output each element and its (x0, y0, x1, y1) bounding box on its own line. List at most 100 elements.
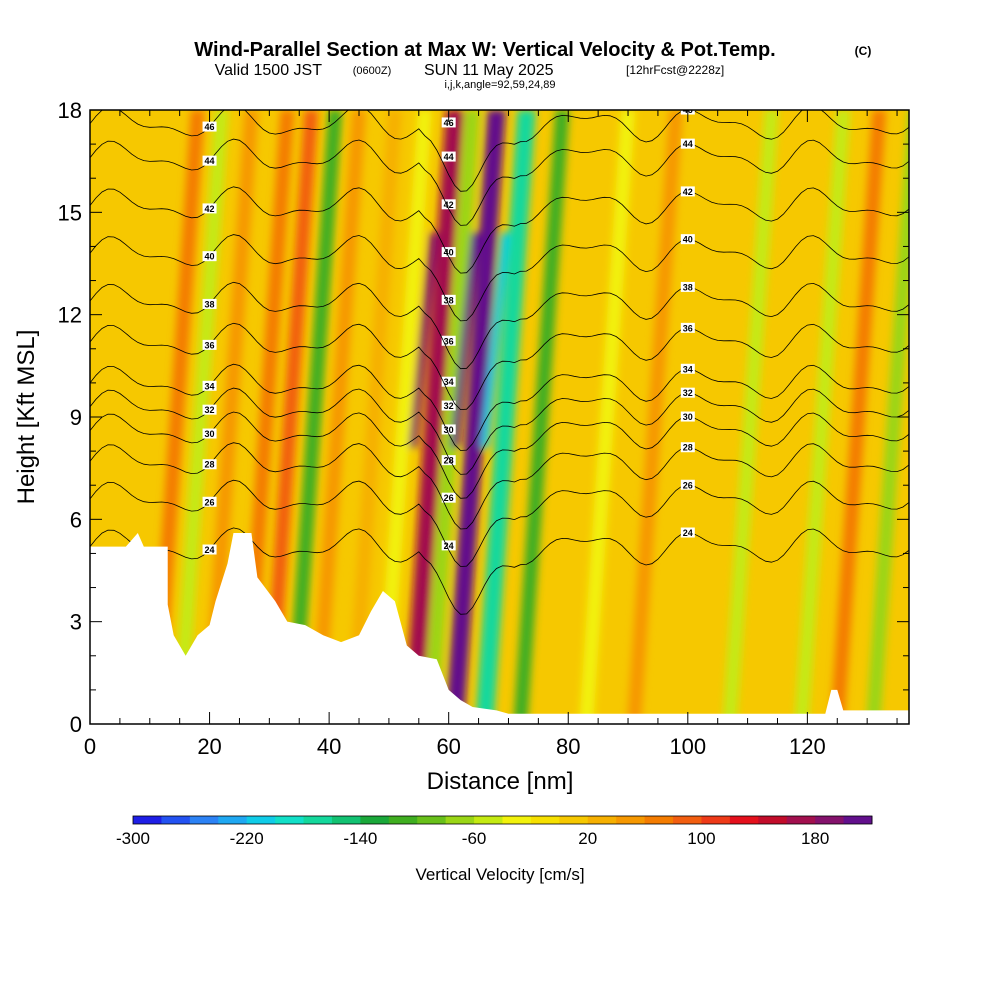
theta-contour-label: 42 (444, 200, 454, 210)
theta-contour-label: 24 (205, 545, 215, 555)
theta-contour-label: 32 (683, 388, 693, 398)
colorbar-tick-label: -60 (462, 829, 487, 848)
velocity-core (408, 232, 438, 448)
theta-contour-label: 32 (444, 401, 454, 411)
velocity-band (286, 110, 343, 724)
theta-label-bg (202, 428, 217, 439)
y-tick-label: 0 (70, 712, 82, 737)
theta-label-bg (680, 322, 695, 333)
colorbar-swatch (161, 816, 191, 824)
theta-contour-label: 30 (205, 429, 215, 439)
theta-label-bg (202, 298, 217, 309)
theta-contour-44 (90, 138, 909, 226)
colorbar-swatch (246, 816, 276, 824)
x-tick-label: 20 (197, 734, 221, 759)
theta-label-bg (680, 442, 695, 453)
velocity-band (375, 110, 432, 724)
colorbar-swatch (786, 816, 816, 824)
chart-subtitle: Valid 1500 JST (0600Z) SUN 11 May 2025 [… (215, 62, 725, 79)
velocity-band (513, 110, 570, 724)
colorbar-swatch (502, 816, 532, 824)
chart-title-mark: (C) (855, 44, 872, 58)
colorbar-swatch (559, 816, 589, 824)
colorbar-tick-label: -220 (230, 829, 264, 848)
theta-label-bg (202, 544, 217, 555)
theta-contour-label: 44 (444, 152, 454, 162)
theta-label-bg (202, 380, 217, 391)
velocity-band (403, 110, 464, 724)
theta-contour-label: 24 (444, 541, 454, 551)
theta-contour-label: 34 (205, 381, 215, 391)
subtitle-forecast: [12hrFcst@2228z] (626, 63, 724, 77)
theta-label-bg (680, 527, 695, 538)
y-tick-label: 15 (58, 200, 82, 225)
y-tick-label: 18 (58, 98, 82, 123)
theta-label-bg (441, 247, 456, 258)
colorbar-swatch (388, 816, 418, 824)
y-axis-label: Height [Kft MSL] (13, 330, 40, 505)
theta-label-bg (202, 496, 217, 507)
colorbar-tick-label: 180 (801, 829, 829, 848)
theta-contour-46 (90, 110, 909, 192)
theta-contour-30 (90, 411, 909, 499)
theta-label-bg (202, 121, 217, 132)
x-axis: 0 20 40 60 80 100 120 (84, 110, 898, 759)
theta-label-bg (680, 363, 695, 374)
theta-contour-label: 26 (444, 493, 454, 503)
velocity-band (794, 110, 851, 724)
colorbar-frame (132, 815, 873, 825)
theta-label-bg (202, 251, 217, 262)
velocity-band (866, 110, 909, 724)
theta-contour-label: 34 (444, 377, 454, 387)
x-tick-label: 80 (556, 734, 580, 759)
theta-label-bg (441, 199, 456, 210)
colorbar-swatch (644, 816, 674, 824)
theta-label-bg (441, 400, 456, 411)
subtitle-utc: (0600Z) (353, 65, 392, 77)
theta-contour-label: 46 (444, 118, 454, 128)
colorbar: -300 -220 -140 -60 20 100 180 (116, 815, 873, 848)
theta-contour-label: 26 (683, 480, 693, 490)
colorbar-swatch (673, 816, 702, 824)
velocity-band (475, 110, 536, 724)
theta-contour-36 (90, 322, 909, 411)
velocity-band (310, 110, 367, 724)
colorbar-swatch (530, 816, 560, 824)
theta-contour-label: 36 (444, 336, 454, 346)
theta-contour-label: 44 (683, 139, 693, 149)
colorbar-swatch (843, 816, 873, 824)
theta-label-bg (441, 376, 456, 387)
x-tick-label: 40 (317, 734, 341, 759)
theta-contour-label: 28 (683, 443, 693, 453)
theta-label-bg (441, 492, 456, 503)
velocity-band (722, 110, 779, 724)
x-tick-label: 0 (84, 734, 96, 759)
velocity-band (445, 110, 506, 724)
velocity-band (579, 110, 636, 724)
theta-label-bg (441, 117, 456, 128)
colorbar-swatch (815, 816, 845, 824)
colorbar-swatch (331, 816, 361, 824)
theta-contour-label: 28 (444, 456, 454, 466)
potential-temperature-contours: 24 24 24 26 26 26 28 28 28 30 30 30 32 32 32 34 34 34 36 36… (90, 110, 909, 615)
colorbar-swatch (417, 816, 447, 824)
subtitle-date: SUN 11 May 2025 (424, 62, 554, 79)
colorbar-swatch (587, 816, 617, 824)
colorbar-swatch (758, 816, 788, 824)
theta-contour-32 (90, 387, 909, 475)
colorbar-swatch (701, 816, 731, 824)
velocity-core (450, 232, 480, 448)
x-tick-label: 120 (789, 734, 826, 759)
theta-label-bg (202, 339, 217, 350)
theta-contour-label: 24 (683, 528, 693, 538)
colorbar-swatch (218, 816, 248, 824)
vertical-velocity-field (148, 110, 909, 724)
theta-label-bg (441, 294, 456, 305)
colorbar-swatch (445, 816, 475, 824)
y-tick-label: 12 (58, 303, 82, 328)
theta-label-bg (202, 404, 217, 415)
theta-contour-38 (90, 281, 909, 370)
theta-contour-label: 44 (205, 156, 215, 166)
theta-contour-26 (90, 479, 909, 567)
